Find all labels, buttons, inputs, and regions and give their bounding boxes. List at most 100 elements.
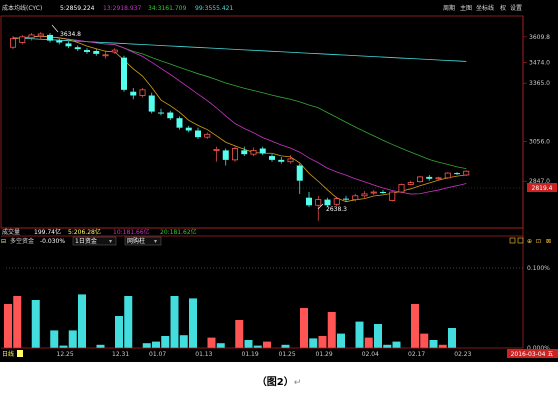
fund-title: 多空资金	[10, 237, 34, 245]
candle-body	[287, 158, 294, 163]
fund-bar	[411, 304, 419, 348]
fund-bar	[429, 340, 438, 348]
low-pointer	[317, 203, 324, 210]
fund-axis-zero: 0.000%	[527, 345, 550, 352]
chevron-down-icon[interactable]: ▾	[154, 238, 157, 245]
candle-body	[269, 156, 275, 160]
candle-body	[130, 91, 137, 96]
fund-bar	[374, 324, 382, 348]
candle-body	[352, 195, 359, 201]
candle-body	[28, 34, 35, 39]
candle-body	[93, 51, 100, 54]
tab-1[interactable]: 主图	[460, 4, 472, 12]
panel-settings-icon[interactable]	[509, 237, 516, 244]
date-label: 12.31	[112, 351, 129, 358]
panel-collapse-icon[interactable]: ⊡	[536, 238, 541, 245]
low-annotation: 2638.3	[326, 206, 347, 213]
fund-value: -0.030%	[40, 238, 65, 245]
candle-body	[426, 176, 433, 179]
fund-bar	[142, 343, 151, 348]
current-date-tag	[507, 349, 558, 358]
ma5-value: 5:2859.224	[60, 5, 95, 12]
chart-svg[interactable]: 成本均线(CYC) 5:2859.224 13:2918.937 34:3161…	[0, 0, 558, 362]
ma99-value: 99:3555.421	[195, 5, 233, 12]
candle-body	[158, 112, 164, 114]
paragraph-mark-icon: ↵	[293, 378, 302, 388]
tab-3[interactable]: 权	[500, 4, 506, 12]
price-axis-label: 3056.0	[529, 139, 550, 146]
date-label: 01.13	[195, 351, 212, 358]
fund-bar	[337, 333, 345, 348]
date-label: 01.19	[242, 351, 259, 358]
date-label: 02.17	[408, 351, 425, 358]
tab-2[interactable]: 坐标线	[476, 4, 494, 12]
fund-type-select[interactable]	[124, 236, 162, 246]
fund-bar	[216, 343, 225, 348]
fund-bar	[13, 296, 22, 348]
candle-body	[111, 49, 118, 53]
candle-body	[306, 197, 312, 206]
candle-body	[204, 133, 211, 138]
fund-collapse-icon[interactable]: ⊟	[1, 238, 6, 245]
candle-body	[9, 38, 16, 48]
tab-0[interactable]: 周期	[443, 4, 455, 12]
candle-body	[195, 130, 201, 138]
fund-period-select[interactable]	[72, 236, 117, 246]
fund-bar	[235, 320, 244, 348]
stock-chart-terminal[interactable]: 成本均线(CYC) 5:2859.224 13:2918.937 34:3161…	[0, 0, 558, 362]
candle-body	[121, 57, 127, 90]
fund-bar	[96, 344, 105, 348]
lock-icon[interactable]	[17, 350, 23, 357]
ma5-line	[12, 35, 467, 203]
candle-body	[102, 54, 109, 57]
candle-body	[37, 33, 44, 37]
chevron-down-icon[interactable]: ▾	[109, 238, 112, 245]
fund-type-value: 网购柱	[127, 237, 145, 245]
candle-body	[343, 198, 349, 200]
fund-bar	[253, 345, 262, 348]
volume-total: 199.74亿	[34, 228, 61, 236]
date-label: 02.23	[454, 351, 471, 358]
fund-bar	[31, 300, 40, 348]
fund-bar	[124, 296, 133, 348]
ma34-value: 34:3161.709	[148, 5, 186, 12]
volume-v10: 10:181.66亿	[113, 228, 150, 236]
volume-title[interactable]: 成交量	[2, 228, 20, 236]
candle-body	[315, 199, 322, 206]
candle-body	[222, 150, 229, 160]
fund-period-value: 1日资金	[75, 237, 97, 245]
candle-body	[333, 198, 340, 205]
candle-body	[278, 159, 285, 162]
candle-body	[56, 40, 63, 43]
fund-bar	[448, 328, 456, 348]
candle-body	[324, 199, 331, 206]
candle-body	[454, 173, 460, 175]
fund-bar	[263, 341, 271, 348]
current-date: 2016-03-04 五	[511, 351, 554, 358]
period-label[interactable]: 日线	[2, 350, 14, 358]
current-price-value: 2819.4	[532, 185, 553, 192]
fund-bar	[4, 304, 12, 348]
fund-bar	[115, 316, 123, 348]
fund-bar	[309, 338, 318, 348]
fund-bar	[161, 336, 170, 348]
candle-body	[398, 184, 405, 193]
fund-bar	[59, 345, 68, 348]
panel-restore-icon[interactable]	[517, 237, 524, 244]
volume-v5: 5:206.28亿	[68, 228, 101, 236]
price-axis-label: 2847.0	[529, 178, 550, 185]
date-label: 01.29	[316, 351, 333, 358]
fund-bar	[244, 340, 253, 348]
panel-close-icon[interactable]: ⊠	[546, 238, 551, 245]
candle-body	[185, 127, 192, 131]
ma13-line	[12, 35, 467, 195]
date-label: 01.07	[149, 351, 166, 358]
candle-body	[361, 193, 368, 197]
current-price-tag	[527, 183, 557, 192]
indicator-label[interactable]: 成本均线(CYC)	[2, 4, 42, 12]
fund-bar	[438, 344, 447, 348]
high-annotation: 3634.8	[60, 31, 81, 38]
fund-bar	[78, 294, 86, 348]
tab-4[interactable]: 设置	[510, 4, 522, 12]
panel-maximize-icon[interactable]: ⊕	[527, 238, 532, 245]
